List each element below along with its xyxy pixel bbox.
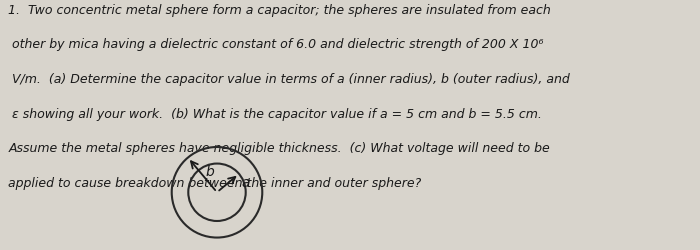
Text: other by mica having a dielectric constant of 6.0 and dielectric strength of 200: other by mica having a dielectric consta…	[8, 38, 544, 51]
Text: b: b	[206, 165, 215, 178]
Text: a: a	[241, 176, 250, 190]
Text: 1.  Two concentric metal sphere form a capacitor; the spheres are insulated from: 1. Two concentric metal sphere form a ca…	[8, 4, 551, 17]
Text: Assume the metal spheres have negligible thickness.  (c) What voltage will need : Assume the metal spheres have negligible…	[8, 142, 550, 155]
Text: ε showing all your work.  (b) What is the capacitor value if a = 5 cm and b = 5.: ε showing all your work. (b) What is the…	[8, 107, 542, 120]
Text: V/m.  (a) Determine the capacitor value in terms of a (inner radius), b (outer r: V/m. (a) Determine the capacitor value i…	[8, 73, 570, 86]
Text: applied to cause breakdown between the inner and outer sphere?: applied to cause breakdown between the i…	[8, 176, 421, 189]
